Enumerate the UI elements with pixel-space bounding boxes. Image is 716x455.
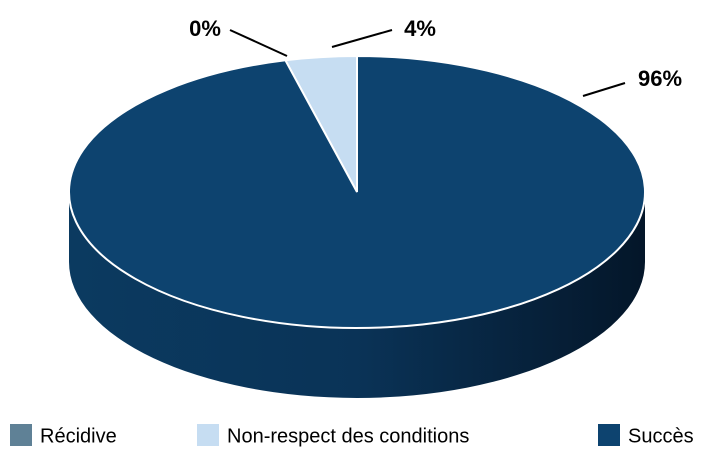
value-label: 0% <box>189 16 221 41</box>
pie-slice <box>68 54 646 329</box>
legend-label: Récidive <box>40 425 117 447</box>
pie-side <box>69 192 645 398</box>
leader-line <box>331 29 393 48</box>
leader-line <box>229 29 288 57</box>
value-label: 96% <box>638 66 682 91</box>
legend-label: Non-respect des conditions <box>227 425 469 447</box>
legend-swatch <box>598 424 620 446</box>
legend-swatch <box>197 424 219 446</box>
legend-label: Succès <box>628 425 694 447</box>
legend-swatch <box>10 424 32 446</box>
value-label: 4% <box>404 16 436 41</box>
leader-line <box>582 82 626 97</box>
